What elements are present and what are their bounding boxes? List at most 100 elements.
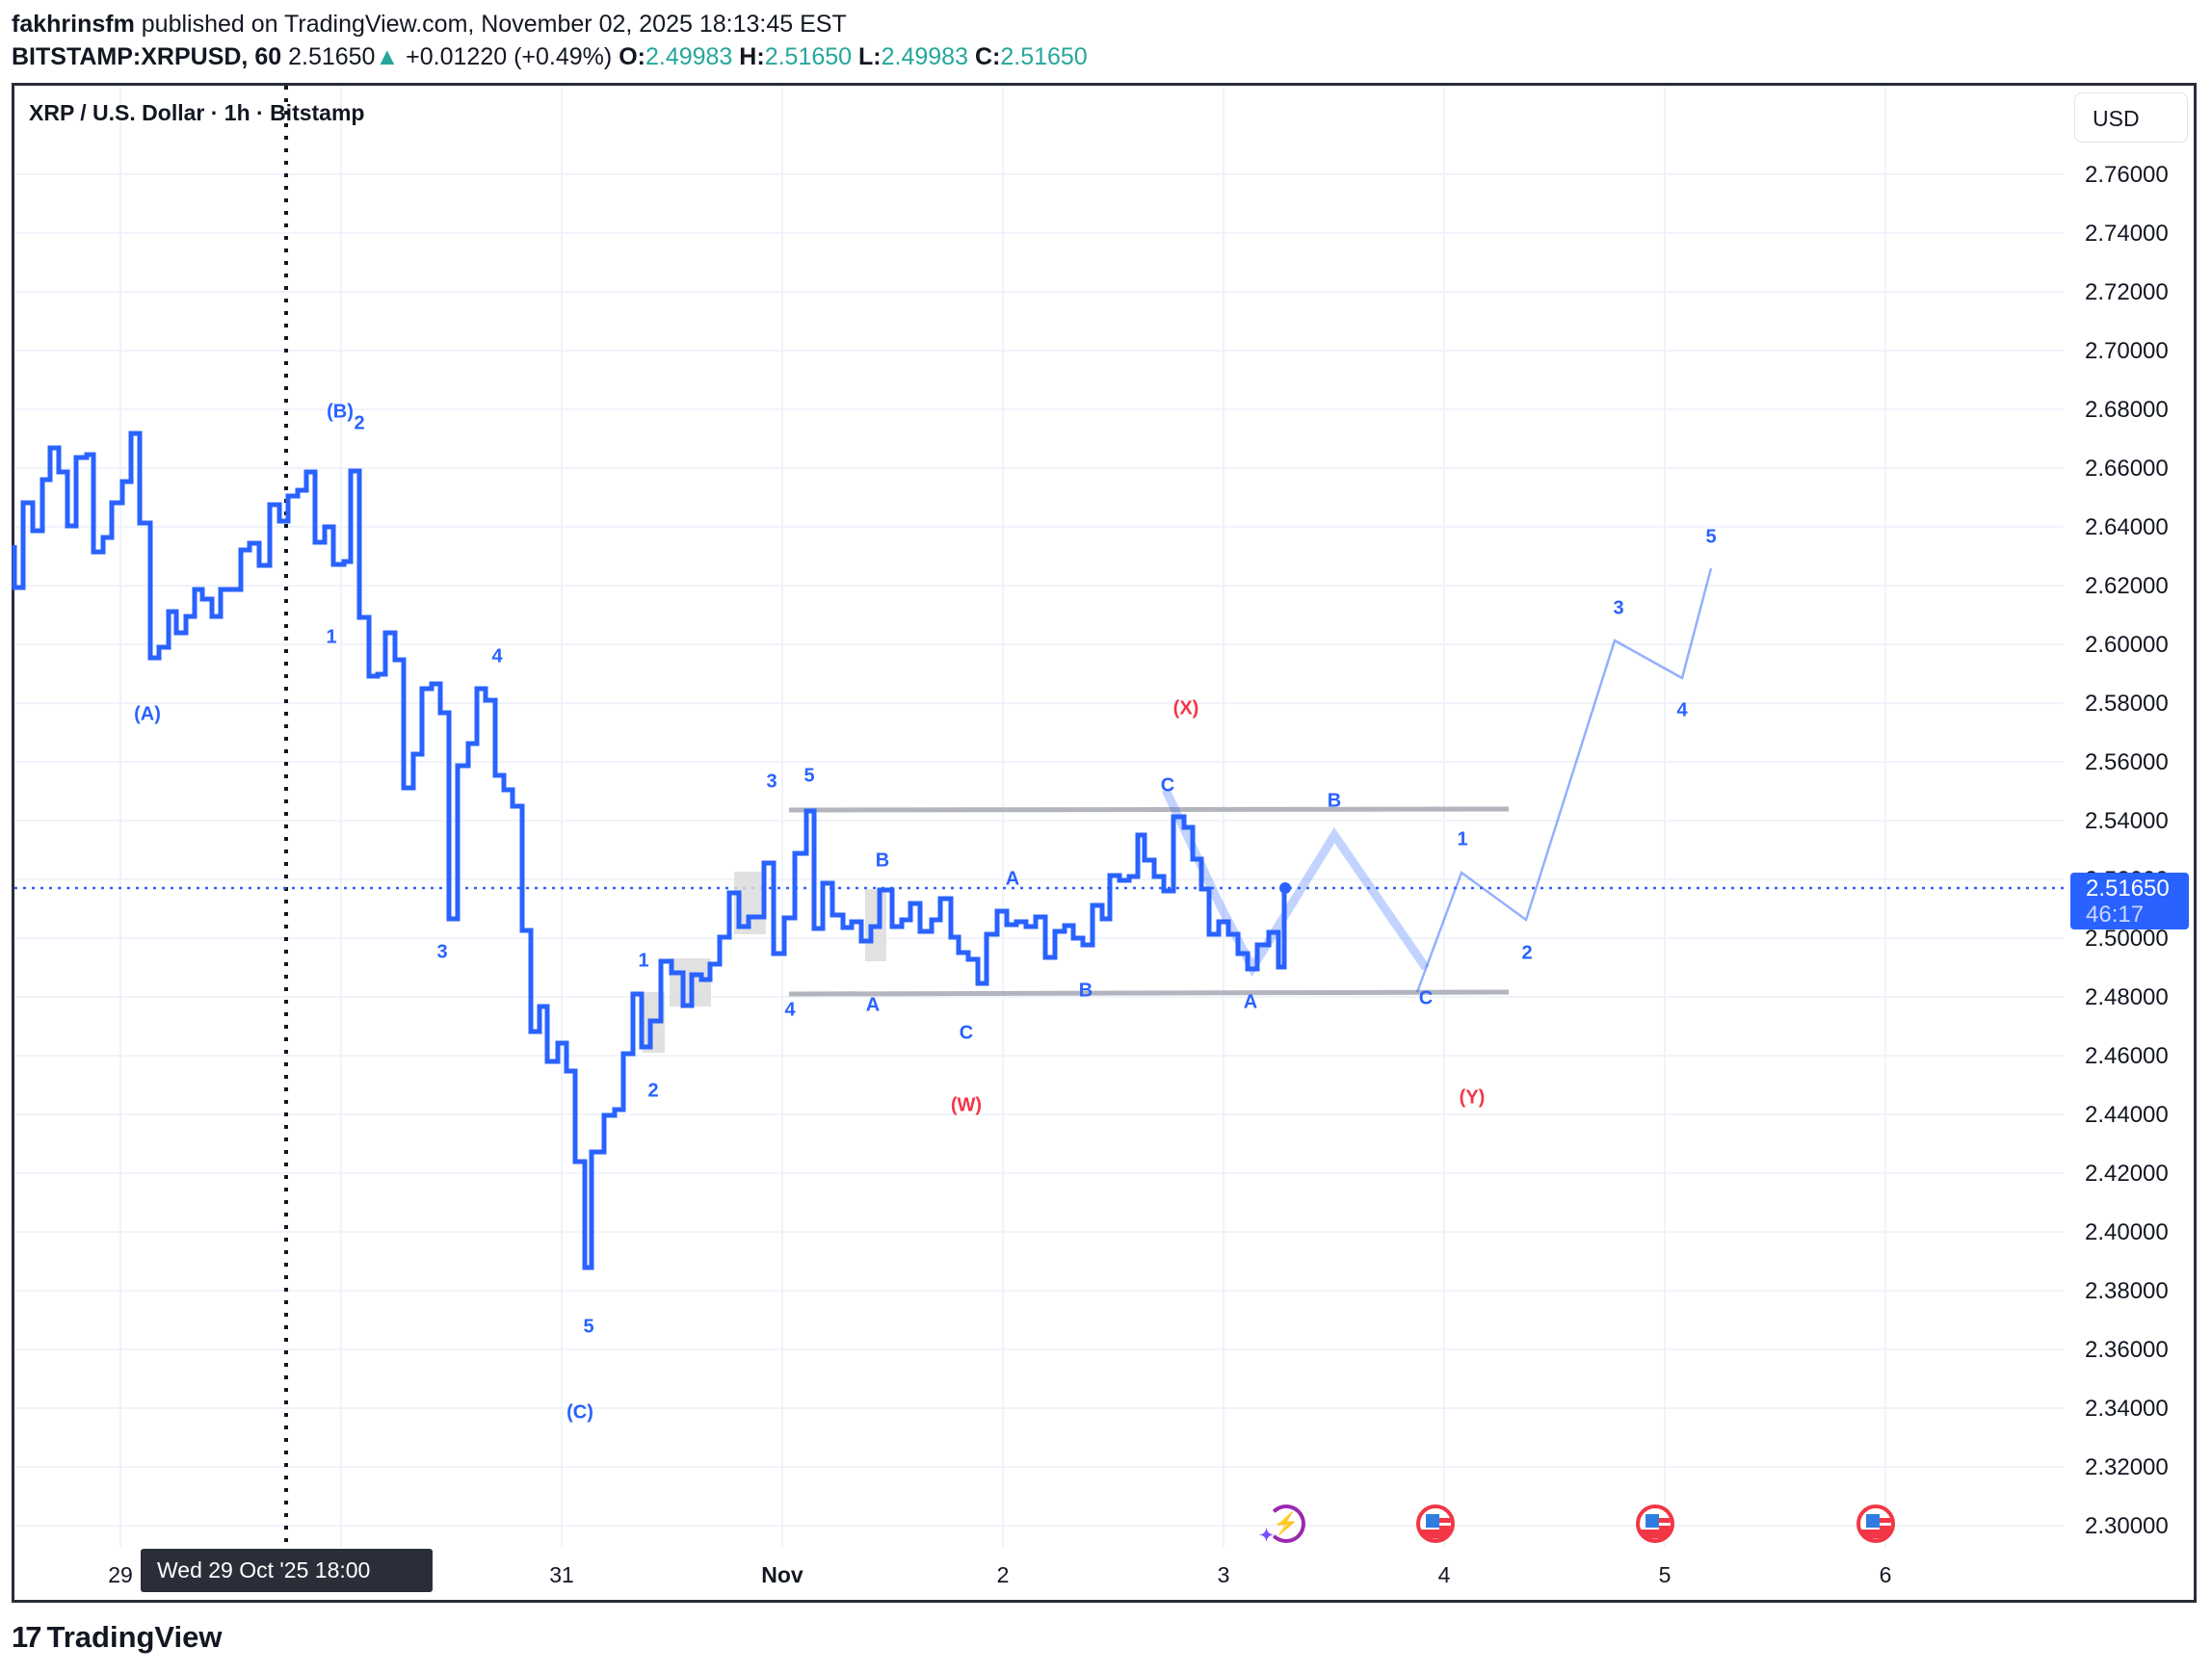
brand-name: TradingView (46, 1620, 223, 1654)
wave-label[interactable]: C (1160, 774, 1175, 797)
y-tick: 2.34000 (2085, 1396, 2169, 1422)
crosshair-time-tooltip: Wed 29 Oct '25 18:00 (141, 1549, 433, 1592)
wave-label[interactable]: 1 (1457, 828, 1468, 850)
x-tick: 4 (1437, 1562, 1451, 1587)
wave-label[interactable]: 2 (354, 412, 365, 434)
y-tick: 2.30000 (2085, 1513, 2169, 1539)
high-label: H: (739, 43, 765, 70)
ai-insight-icon[interactable]: ✦ ⚡ (1259, 1504, 1305, 1545)
tradingview-logo-icon: 17 (12, 1620, 42, 1654)
low-label: L: (858, 43, 882, 70)
y-tick: 2.44000 (2085, 1102, 2169, 1128)
wave-label[interactable]: 5 (803, 765, 815, 787)
wave-label[interactable]: (B) (327, 401, 354, 423)
wave-label[interactable]: C (959, 1022, 974, 1044)
y-tick: 2.62000 (2085, 573, 2169, 599)
wave-label[interactable]: 3 (1613, 597, 1624, 619)
author-name[interactable]: fakhrinsfm (12, 11, 135, 38)
projection-impulse-path[interactable] (1415, 567, 1713, 993)
chart-frame (12, 83, 2197, 1603)
x-tick: Nov (761, 1562, 803, 1587)
price-step-line[interactable] (12, 431, 1287, 1270)
published-text: published on TradingView.com, November 0… (141, 11, 847, 38)
y-tick: 2.54000 (2085, 808, 2169, 834)
range-lines[interactable] (788, 806, 1510, 997)
us-flag-event-icon[interactable] (1856, 1504, 1895, 1543)
symbol-line: BITSTAMP:XRPUSD, 60 (12, 43, 282, 70)
current-price-tag: 2.51650 46:17 (2070, 873, 2189, 929)
wave-label[interactable]: A (865, 994, 881, 1016)
x-tick: 31 (549, 1562, 574, 1587)
wave-label[interactable]: 2 (647, 1080, 659, 1102)
publish-info: fakhrinsfm published on TradingView.com,… (12, 8, 847, 40)
y-tick: 2.64000 (2085, 514, 2169, 540)
wave-label[interactable]: (C) (566, 1401, 593, 1424)
y-tick: 2.50000 (2085, 926, 2169, 952)
open-value: 2.49983 (645, 43, 733, 70)
wave-label[interactable]: 1 (326, 626, 337, 648)
wave-label[interactable]: (A) (134, 703, 161, 725)
symbol-ohlc-line: BITSTAMP:XRPUSD, 60 2.51650▲ +0.01220 (+… (12, 40, 1088, 73)
wave-label[interactable]: 3 (436, 941, 448, 963)
y-tick: 2.76000 (2085, 162, 2169, 188)
y-tick: 2.56000 (2085, 749, 2169, 775)
range-lower-line[interactable] (788, 989, 1510, 997)
candle-countdown: 46:17 (2086, 902, 2145, 928)
x-tick: 3 (1217, 1562, 1230, 1587)
x-tick: 5 (1658, 1562, 1672, 1587)
close-value: 2.51650 (1000, 43, 1088, 70)
wave-label[interactable]: B (1327, 790, 1342, 812)
low-value: 2.49983 (881, 43, 968, 70)
vertical-grid (119, 86, 1886, 1547)
wave-label[interactable]: 3 (766, 771, 777, 793)
tradingview-brand[interactable]: 17 TradingView (12, 1620, 223, 1655)
high-value: 2.51650 (764, 43, 853, 70)
y-tick: 2.40000 (2085, 1219, 2169, 1245)
close-label: C: (974, 43, 1001, 70)
y-tick: 2.68000 (2085, 397, 2169, 423)
us-flag-event-icon[interactable] (1416, 1504, 1455, 1543)
open-label: O: (619, 43, 645, 70)
y-tick: 2.74000 (2085, 221, 2169, 247)
currency-button[interactable]: USD (2074, 92, 2188, 143)
x-tick: 6 (1879, 1562, 1892, 1587)
price-tag-value: 2.51650 (2086, 876, 2170, 902)
wave-label[interactable]: 2 (1521, 942, 1533, 964)
wave-label[interactable]: 5 (1705, 526, 1717, 548)
y-tick: 2.66000 (2085, 456, 2169, 482)
us-flag-event-icon[interactable] (1636, 1504, 1674, 1543)
wave-label[interactable]: C (1418, 987, 1434, 1009)
wave-label[interactable]: 5 (583, 1316, 594, 1338)
wave-label-corrective[interactable]: (W) (950, 1094, 983, 1116)
wave-label-corrective[interactable]: (Y) (1459, 1086, 1486, 1109)
last-price: 2.51650 (288, 43, 376, 70)
y-tick: 2.70000 (2085, 338, 2169, 364)
y-tick: 2.42000 (2085, 1161, 2169, 1187)
chart-symbol-title[interactable]: XRP / U.S. Dollar · 1h · Bitstamp (29, 100, 365, 125)
wave-label[interactable]: 4 (1676, 699, 1688, 721)
wave-label[interactable]: A (1005, 868, 1020, 890)
y-tick: 2.32000 (2085, 1454, 2169, 1480)
y-tick: 2.72000 (2085, 279, 2169, 305)
wave-label[interactable]: 4 (784, 999, 796, 1021)
y-tick: 2.58000 (2085, 691, 2169, 717)
last-price-dot[interactable] (1279, 882, 1291, 894)
wave-label[interactable]: B (1078, 980, 1093, 1002)
wave-label[interactable]: A (1243, 991, 1258, 1013)
price-change: +0.01220 (+0.49%) (406, 43, 613, 70)
y-tick: 2.60000 (2085, 632, 2169, 658)
horizontal-grid (14, 173, 2064, 1527)
y-tick: 2.36000 (2085, 1337, 2169, 1363)
x-tick: 2 (996, 1562, 1010, 1587)
y-tick: 2.38000 (2085, 1278, 2169, 1304)
y-tick: 2.46000 (2085, 1043, 2169, 1069)
range-upper-line[interactable] (788, 806, 1510, 813)
wave-label[interactable]: 4 (491, 645, 503, 667)
wave-label[interactable]: 1 (638, 950, 649, 972)
x-tick: 29 (108, 1562, 133, 1587)
wave-label[interactable]: B (875, 850, 890, 872)
y-tick: 2.48000 (2085, 984, 2169, 1010)
wave-label-corrective[interactable]: (X) (1172, 697, 1199, 719)
up-triangle-icon: ▲ (375, 43, 400, 70)
